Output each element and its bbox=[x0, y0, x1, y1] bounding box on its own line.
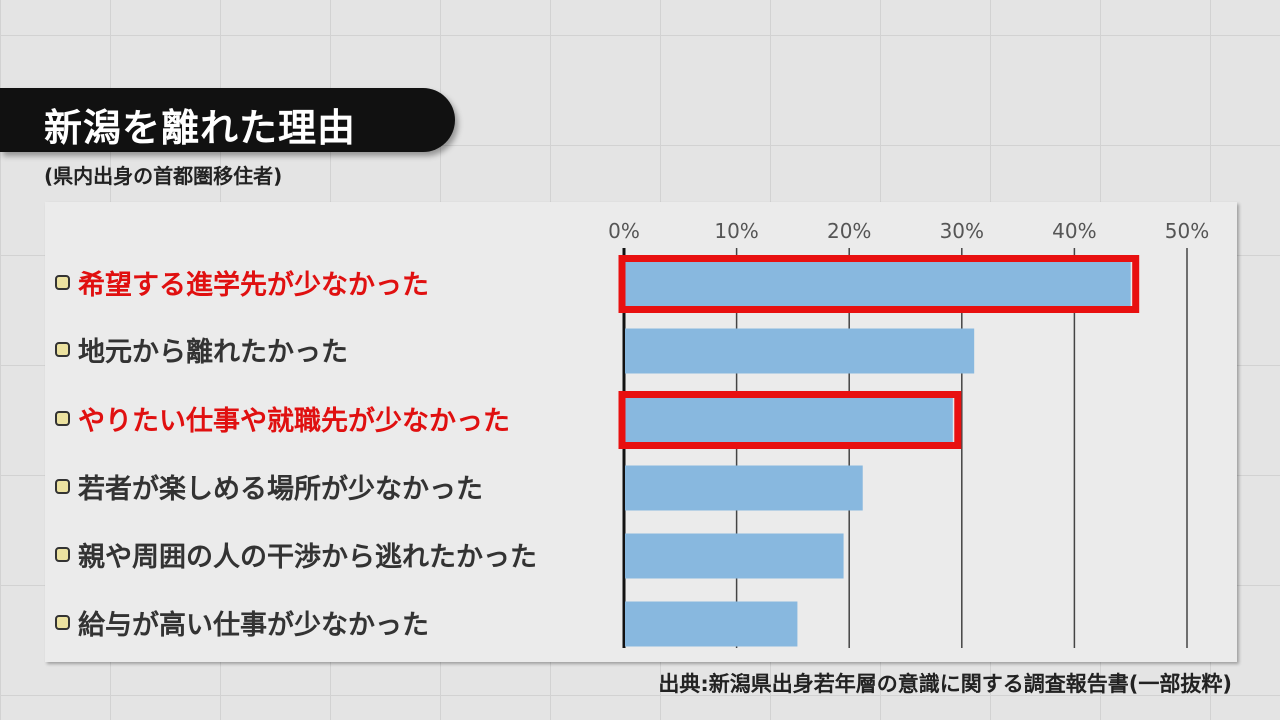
x-tick-label: 10% bbox=[714, 219, 758, 243]
category-label: 希望する進学先が少なかった bbox=[55, 262, 429, 302]
bullet-icon bbox=[55, 614, 70, 630]
highlight-box bbox=[618, 255, 1140, 313]
bullet-icon bbox=[55, 341, 70, 357]
title-banner: 新潟を離れた理由 bbox=[0, 88, 455, 152]
category-text: 親や周囲の人の干渉から逃れたかった bbox=[78, 541, 537, 573]
x-tick-label: 30% bbox=[940, 219, 984, 243]
x-tick-label: 20% bbox=[827, 219, 871, 243]
bar bbox=[625, 261, 1131, 307]
category-label: 親や周囲の人の干渉から逃れたかった bbox=[55, 534, 537, 574]
x-tick-label: 50% bbox=[1165, 219, 1209, 243]
bullet-icon bbox=[55, 410, 70, 426]
chart-title: 新潟を離れた理由 bbox=[44, 106, 357, 150]
x-tick-label: 40% bbox=[1052, 219, 1096, 243]
category-text: 給与が高い仕事が少なかった bbox=[78, 609, 429, 641]
category-label: やりたい仕事や就職先が少なかった bbox=[55, 398, 510, 438]
highlight-box bbox=[618, 391, 962, 449]
bar bbox=[625, 328, 975, 374]
bar bbox=[625, 397, 953, 443]
category-text: やりたい仕事や就職先が少なかった bbox=[78, 405, 510, 437]
chart-subtitle: (県内出身の首都圏移住者) bbox=[44, 164, 283, 188]
category-text: 若者が楽しめる場所が少なかった bbox=[78, 473, 483, 505]
category-text: 地元から離れたかった bbox=[78, 336, 348, 368]
bullet-icon bbox=[55, 546, 70, 562]
x-tick-label: 0% bbox=[608, 219, 640, 243]
bar bbox=[625, 465, 863, 511]
category-label: 給与が高い仕事が少なかった bbox=[55, 602, 429, 642]
category-label: 地元から離れたかった bbox=[55, 329, 348, 369]
bullet-icon bbox=[55, 478, 70, 494]
bullet-icon bbox=[55, 274, 70, 290]
category-label: 若者が楽しめる場所が少なかった bbox=[55, 466, 483, 506]
bar bbox=[625, 533, 844, 579]
bar bbox=[625, 601, 798, 647]
source-note: 出典:新潟県出身若年層の意識に関する調査報告書(一部抜粋) bbox=[658, 672, 1232, 696]
category-text: 希望する進学先が少なかった bbox=[78, 269, 429, 301]
